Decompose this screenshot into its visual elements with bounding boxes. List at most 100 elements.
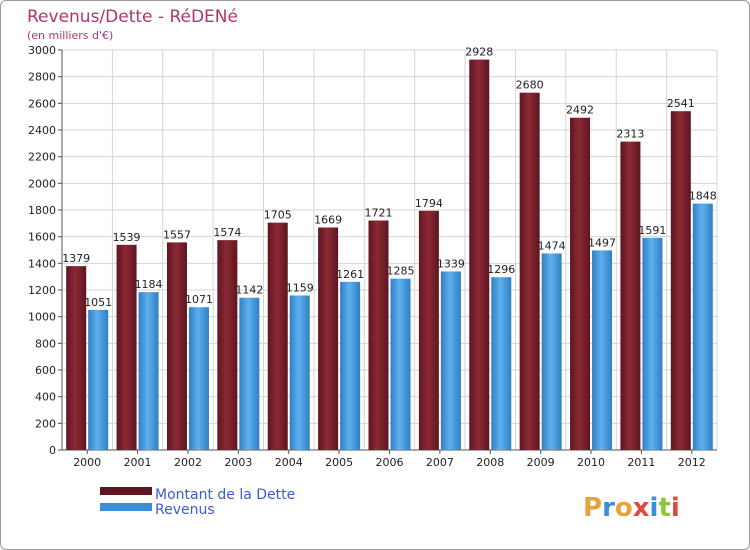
- bar-dette: [318, 227, 339, 450]
- legend-swatch-debt: [100, 487, 152, 495]
- data-label-revenus: 1848: [689, 190, 717, 203]
- data-label-revenus: 1071: [185, 293, 213, 306]
- plot-area: [62, 50, 717, 450]
- data-label-revenus: 1497: [588, 236, 616, 249]
- bar-dette: [670, 111, 691, 450]
- y-tick-label: 200: [35, 417, 56, 430]
- bar-dette: [418, 210, 439, 450]
- bar-dette: [166, 242, 187, 450]
- y-tick-label: 1200: [28, 284, 56, 297]
- x-tick-label: 2011: [627, 456, 655, 469]
- bar-dette: [267, 222, 288, 450]
- bar-revenus: [188, 307, 209, 450]
- logo-letter: i: [650, 493, 659, 523]
- data-label-dette: 1557: [163, 228, 191, 241]
- bar-revenus: [138, 292, 159, 450]
- data-label-revenus: 1296: [487, 263, 515, 276]
- x-tick-label: 2007: [426, 456, 454, 469]
- data-label-dette: 1379: [62, 252, 90, 265]
- bar-layer: [66, 59, 713, 451]
- bar-revenus: [440, 271, 461, 450]
- bar-dette: [570, 117, 591, 450]
- logo-letter: r: [602, 493, 615, 523]
- y-tick-label: 600: [35, 364, 56, 377]
- x-tick-label: 2004: [275, 456, 303, 469]
- x-tick-label: 2008: [476, 456, 504, 469]
- y-tick-label: 2400: [28, 124, 56, 137]
- bar-dette: [116, 244, 137, 450]
- bar-dette: [66, 266, 87, 450]
- data-label-revenus: 1261: [336, 268, 364, 281]
- data-label-revenus: 1159: [286, 281, 314, 294]
- data-label-dette: 1574: [213, 226, 241, 239]
- y-tick-label: 1400: [28, 257, 56, 270]
- y-tick-label: 2000: [28, 177, 56, 190]
- logo-letter: o: [615, 493, 633, 523]
- chart-subtitle: (en milliers d'€): [27, 29, 113, 42]
- bar-revenus: [340, 281, 361, 450]
- label-layer: 1379 1051 1539 1184 1557 1071 1574 1142 1705 1159…: [62, 46, 717, 309]
- x-tick-label: 2006: [376, 456, 404, 469]
- y-tick-label: 1600: [28, 231, 56, 244]
- data-label-dette: 2541: [667, 97, 695, 110]
- data-label-dette: 2928: [465, 46, 493, 59]
- data-label-revenus: 1142: [235, 284, 263, 297]
- data-label-dette: 2313: [616, 128, 644, 141]
- bar-dette: [217, 240, 238, 450]
- data-label-revenus: 1184: [135, 278, 163, 291]
- grid-layer: [61, 49, 718, 451]
- y-tick-label: 800: [35, 337, 56, 350]
- chart-title: Revenus/Dette - RéDENé: [27, 7, 238, 27]
- x-tick-label: 2000: [73, 456, 101, 469]
- bar-revenus: [88, 309, 109, 450]
- bar-dette: [620, 141, 641, 450]
- data-label-dette: 1669: [314, 213, 342, 226]
- data-label-revenus: 1339: [437, 257, 465, 270]
- data-label-dette: 1794: [415, 197, 443, 210]
- y-tick-label: 2800: [28, 71, 56, 84]
- data-label-dette: 1721: [365, 207, 393, 220]
- bar-revenus: [541, 253, 562, 450]
- x-tick-label: 2009: [527, 456, 555, 469]
- data-label-revenus: 1285: [387, 265, 415, 278]
- y-tick-label: 2600: [28, 97, 56, 110]
- data-label-revenus: 1051: [84, 296, 112, 309]
- legend: Montant de la Dette Revenus: [100, 487, 295, 518]
- data-label-revenus: 1591: [638, 224, 666, 237]
- bar-revenus: [239, 297, 260, 450]
- x-tick-label: 2002: [174, 456, 202, 469]
- data-label-dette: 1539: [113, 231, 141, 244]
- x-tick-label: 2003: [224, 456, 252, 469]
- y-tick-label: 1800: [28, 204, 56, 217]
- data-label-dette: 1705: [264, 209, 292, 222]
- y-tick-label: 2200: [28, 151, 56, 164]
- legend-swatch-revenus: [100, 503, 152, 511]
- bar-dette: [368, 220, 389, 450]
- data-label-revenus: 1474: [538, 239, 566, 252]
- bar-dette: [469, 59, 490, 450]
- y-tick-label: 1000: [28, 311, 56, 324]
- bar-revenus: [642, 237, 663, 450]
- bar-revenus: [289, 295, 310, 450]
- x-tick-label: 2012: [678, 456, 706, 469]
- logo-letter: x: [633, 493, 650, 523]
- bar-revenus: [491, 277, 512, 450]
- bar-revenus: [592, 250, 613, 450]
- data-label-dette: 2680: [516, 79, 544, 92]
- data-label-dette: 2492: [566, 104, 594, 117]
- x-tick-label: 2010: [577, 456, 605, 469]
- y-tick-label: 0: [49, 444, 56, 457]
- legend-label-debt: Montant de la Dette: [155, 487, 295, 503]
- legend-label-revenus: Revenus: [155, 502, 215, 518]
- y-tick-label: 400: [35, 391, 56, 404]
- logo-letter: t: [658, 493, 670, 523]
- logo-letter: P: [583, 493, 602, 523]
- bar-dette: [519, 92, 540, 451]
- x-tick-label: 2001: [124, 456, 152, 469]
- logo-letter: i: [671, 493, 680, 523]
- proxiti-logo: Proxiti: [583, 493, 680, 523]
- bar-revenus: [692, 203, 713, 450]
- bar-revenus: [390, 278, 411, 450]
- y-tick-label: 3000: [28, 44, 56, 57]
